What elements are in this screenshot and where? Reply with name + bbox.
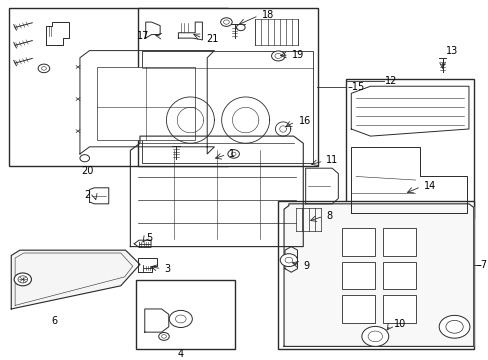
Circle shape	[14, 273, 31, 286]
Circle shape	[18, 276, 27, 283]
Circle shape	[80, 155, 89, 162]
Text: 2: 2	[84, 190, 91, 200]
Text: 5: 5	[146, 233, 152, 243]
Bar	[341, 262, 375, 289]
Text: 11: 11	[325, 156, 338, 165]
Bar	[97, 67, 195, 140]
Polygon shape	[11, 250, 140, 309]
Circle shape	[159, 333, 169, 340]
Circle shape	[274, 53, 281, 58]
Circle shape	[438, 315, 469, 338]
Circle shape	[41, 67, 46, 70]
Circle shape	[161, 335, 166, 338]
Bar	[346, 79, 473, 218]
Circle shape	[271, 51, 285, 61]
Text: 21: 21	[206, 34, 218, 44]
Bar	[341, 228, 375, 256]
Bar	[142, 51, 312, 163]
Circle shape	[361, 327, 388, 346]
Circle shape	[38, 64, 50, 73]
Circle shape	[231, 152, 236, 156]
Text: 19: 19	[292, 50, 304, 60]
Bar	[382, 262, 415, 289]
Bar	[382, 228, 415, 256]
Circle shape	[236, 24, 244, 31]
Text: 16: 16	[298, 116, 310, 126]
Bar	[9, 8, 227, 166]
Text: 9: 9	[303, 261, 309, 271]
Text: 12: 12	[384, 76, 396, 86]
Polygon shape	[284, 204, 473, 346]
Text: 20: 20	[81, 166, 93, 176]
Text: 1: 1	[229, 149, 235, 159]
Text: 13: 13	[446, 46, 458, 56]
Circle shape	[220, 18, 232, 26]
Text: 8: 8	[325, 211, 332, 221]
Text: 17: 17	[137, 31, 149, 41]
Text: 3: 3	[163, 264, 170, 274]
Bar	[137, 8, 317, 166]
Text: 14: 14	[424, 181, 436, 191]
Circle shape	[223, 20, 229, 24]
Circle shape	[445, 320, 462, 333]
Text: 4: 4	[177, 348, 183, 359]
Circle shape	[175, 315, 186, 323]
Circle shape	[285, 257, 292, 263]
Bar	[136, 280, 234, 349]
Circle shape	[227, 150, 239, 158]
Text: 18: 18	[262, 10, 274, 20]
Bar	[382, 296, 415, 323]
Text: –7: –7	[475, 260, 487, 270]
Bar	[278, 201, 473, 349]
Circle shape	[367, 331, 382, 342]
Text: 6: 6	[51, 316, 58, 327]
Circle shape	[169, 310, 192, 328]
Text: 10: 10	[393, 319, 405, 329]
Text: –15: –15	[347, 82, 364, 92]
Circle shape	[280, 254, 297, 266]
Bar	[341, 296, 375, 323]
